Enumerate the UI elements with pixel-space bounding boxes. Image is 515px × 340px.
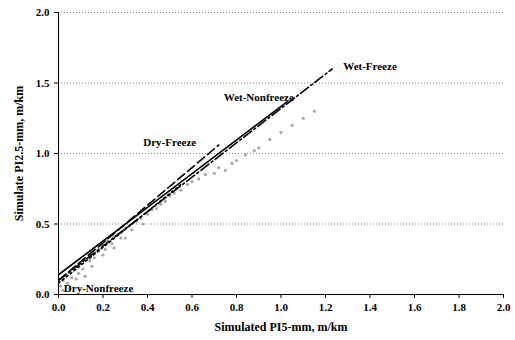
svg-text:Wet-Nonfreeze: Wet-Nonfreeze	[224, 91, 294, 103]
svg-text:1.4: 1.4	[363, 301, 377, 313]
svg-text:0.2: 0.2	[96, 301, 110, 313]
svg-text:0.6: 0.6	[185, 301, 199, 313]
svg-text:0.5: 0.5	[36, 218, 50, 230]
svg-text:2.0: 2.0	[497, 301, 511, 313]
svg-text:2.0: 2.0	[36, 6, 50, 18]
svg-text:1.2: 1.2	[319, 301, 333, 313]
svg-text:Simulate PI2.5-mm, m/km: Simulate PI2.5-mm, m/km	[12, 86, 26, 221]
svg-text:0.4: 0.4	[141, 301, 155, 313]
svg-text:Dry-Nonfreeze: Dry-Nonfreeze	[64, 282, 134, 294]
svg-text:1.6: 1.6	[408, 301, 422, 313]
svg-text:1.0: 1.0	[274, 301, 288, 313]
svg-text:Dry-Freeze: Dry-Freeze	[143, 136, 196, 148]
svg-text:Wet-Freeze: Wet-Freeze	[343, 60, 397, 72]
svg-text:1.8: 1.8	[452, 301, 466, 313]
svg-text:0.0: 0.0	[52, 301, 66, 313]
svg-text:1.0: 1.0	[36, 147, 50, 159]
svg-text:0.0: 0.0	[36, 288, 50, 300]
svg-text:Simulated PI5-mm, m/km: Simulated PI5-mm, m/km	[215, 320, 348, 334]
svg-text:0.8: 0.8	[230, 301, 244, 313]
svg-text:1.5: 1.5	[36, 77, 50, 89]
